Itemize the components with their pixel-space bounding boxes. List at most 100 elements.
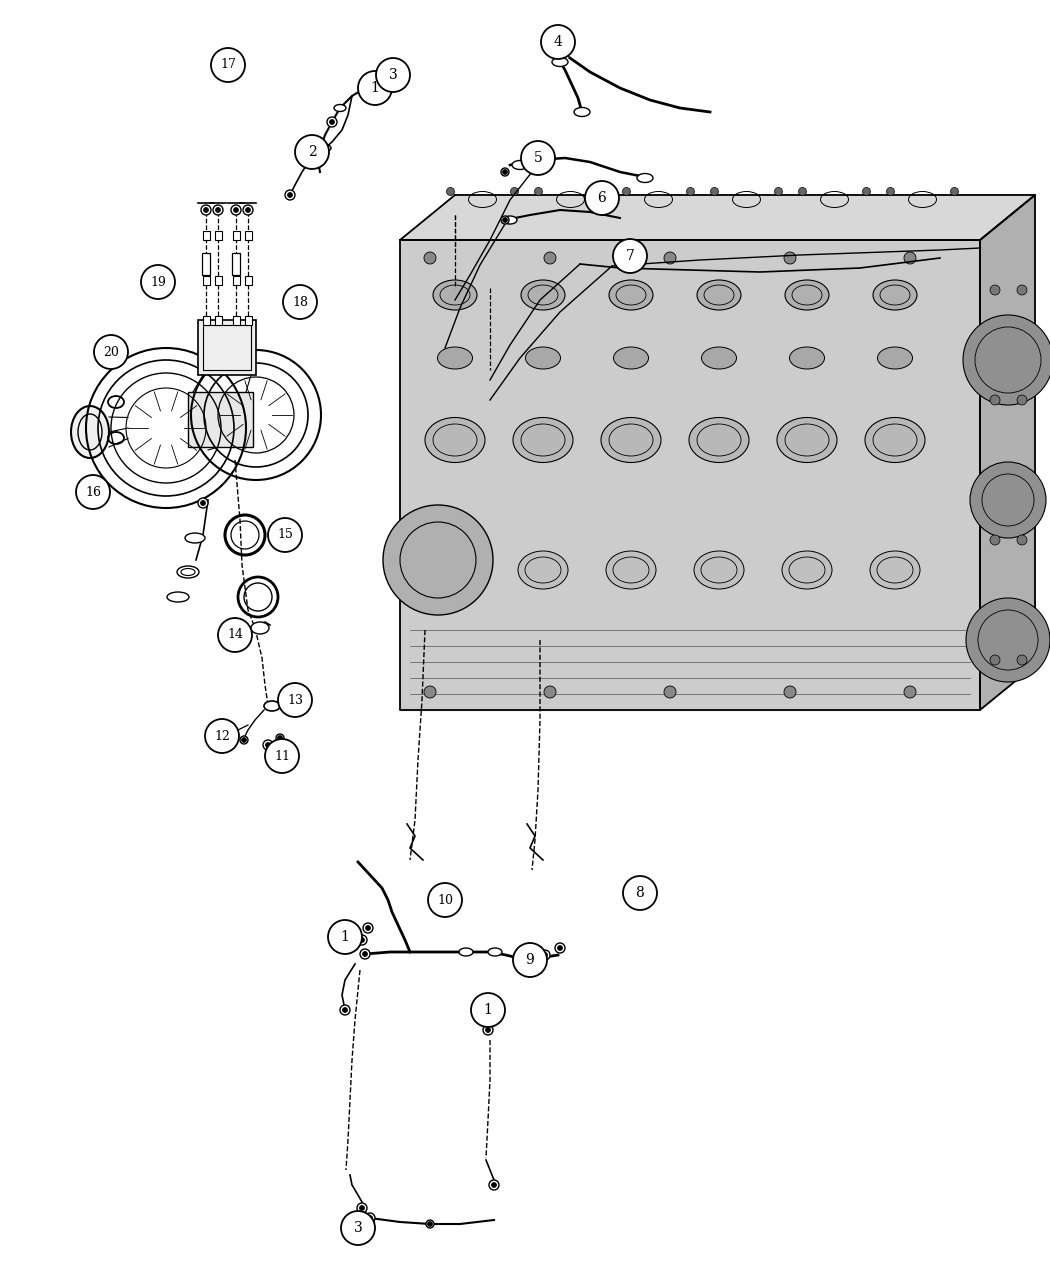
Circle shape xyxy=(534,187,543,195)
Circle shape xyxy=(623,187,630,195)
Circle shape xyxy=(491,1182,497,1187)
Circle shape xyxy=(327,117,337,128)
Circle shape xyxy=(798,187,806,195)
Circle shape xyxy=(428,884,462,917)
Circle shape xyxy=(904,686,916,697)
Circle shape xyxy=(613,238,647,273)
Bar xyxy=(198,320,256,375)
Ellipse shape xyxy=(601,417,662,463)
Circle shape xyxy=(215,208,220,213)
Ellipse shape xyxy=(865,417,925,463)
Circle shape xyxy=(489,1179,499,1190)
Circle shape xyxy=(383,505,494,615)
Circle shape xyxy=(359,937,364,942)
Ellipse shape xyxy=(613,347,649,368)
Circle shape xyxy=(950,187,959,195)
Circle shape xyxy=(141,265,175,300)
Ellipse shape xyxy=(503,215,517,224)
Circle shape xyxy=(886,187,895,195)
Circle shape xyxy=(362,951,368,956)
Circle shape xyxy=(1017,286,1027,295)
Ellipse shape xyxy=(574,107,590,116)
Circle shape xyxy=(228,740,232,745)
Circle shape xyxy=(555,944,565,952)
Text: 10: 10 xyxy=(437,894,453,907)
Text: 14: 14 xyxy=(227,629,243,641)
Text: 3: 3 xyxy=(388,68,397,82)
Circle shape xyxy=(424,252,436,264)
Circle shape xyxy=(341,1211,375,1244)
Text: 6: 6 xyxy=(597,191,607,205)
Circle shape xyxy=(664,252,676,264)
Circle shape xyxy=(368,1215,373,1220)
Text: 15: 15 xyxy=(277,529,293,542)
Circle shape xyxy=(775,187,782,195)
Circle shape xyxy=(205,719,239,754)
Circle shape xyxy=(664,686,676,697)
Text: 7: 7 xyxy=(626,249,634,263)
Circle shape xyxy=(365,1213,375,1223)
Text: 8: 8 xyxy=(635,886,645,900)
Ellipse shape xyxy=(251,622,269,634)
Circle shape xyxy=(543,952,547,958)
Bar xyxy=(203,275,210,284)
Circle shape xyxy=(265,740,299,773)
Circle shape xyxy=(266,742,271,747)
Circle shape xyxy=(963,315,1050,405)
Circle shape xyxy=(904,252,916,264)
Circle shape xyxy=(471,993,505,1026)
Circle shape xyxy=(1017,655,1027,666)
Circle shape xyxy=(76,476,110,509)
Circle shape xyxy=(525,952,536,963)
Circle shape xyxy=(225,737,235,747)
Circle shape xyxy=(527,955,532,960)
Bar xyxy=(188,391,253,448)
Ellipse shape xyxy=(512,161,528,170)
Text: 13: 13 xyxy=(287,694,303,706)
Circle shape xyxy=(446,187,455,195)
Circle shape xyxy=(94,335,128,368)
Circle shape xyxy=(295,135,329,170)
Ellipse shape xyxy=(425,417,485,463)
Circle shape xyxy=(198,499,208,507)
Circle shape xyxy=(426,1220,434,1228)
Circle shape xyxy=(357,1204,367,1213)
Ellipse shape xyxy=(790,347,824,368)
Circle shape xyxy=(585,181,619,215)
Circle shape xyxy=(966,598,1050,682)
Ellipse shape xyxy=(438,347,472,368)
Circle shape xyxy=(262,740,273,750)
Ellipse shape xyxy=(264,701,280,711)
Circle shape xyxy=(240,736,248,745)
Text: 3: 3 xyxy=(354,1221,362,1235)
Ellipse shape xyxy=(697,280,741,310)
Circle shape xyxy=(501,215,509,224)
Circle shape xyxy=(365,926,371,931)
Bar xyxy=(232,315,239,325)
Bar xyxy=(232,252,240,275)
Bar xyxy=(203,325,251,370)
Bar xyxy=(203,315,210,325)
Text: 18: 18 xyxy=(292,296,308,309)
Circle shape xyxy=(211,48,245,82)
Text: 1: 1 xyxy=(484,1003,492,1017)
Text: 4: 4 xyxy=(553,34,563,48)
Bar xyxy=(232,231,239,240)
Ellipse shape xyxy=(689,417,749,463)
Circle shape xyxy=(990,536,1000,544)
Circle shape xyxy=(540,950,550,960)
Ellipse shape xyxy=(878,347,912,368)
Text: 2: 2 xyxy=(308,145,316,159)
Circle shape xyxy=(246,208,251,213)
Ellipse shape xyxy=(319,144,331,152)
Circle shape xyxy=(390,75,400,85)
Circle shape xyxy=(276,734,284,742)
Ellipse shape xyxy=(525,347,561,368)
Circle shape xyxy=(278,683,312,717)
Circle shape xyxy=(970,462,1046,538)
Circle shape xyxy=(541,26,575,59)
Circle shape xyxy=(1017,536,1027,544)
Circle shape xyxy=(218,618,252,652)
Circle shape xyxy=(427,1221,433,1227)
Circle shape xyxy=(360,949,370,959)
